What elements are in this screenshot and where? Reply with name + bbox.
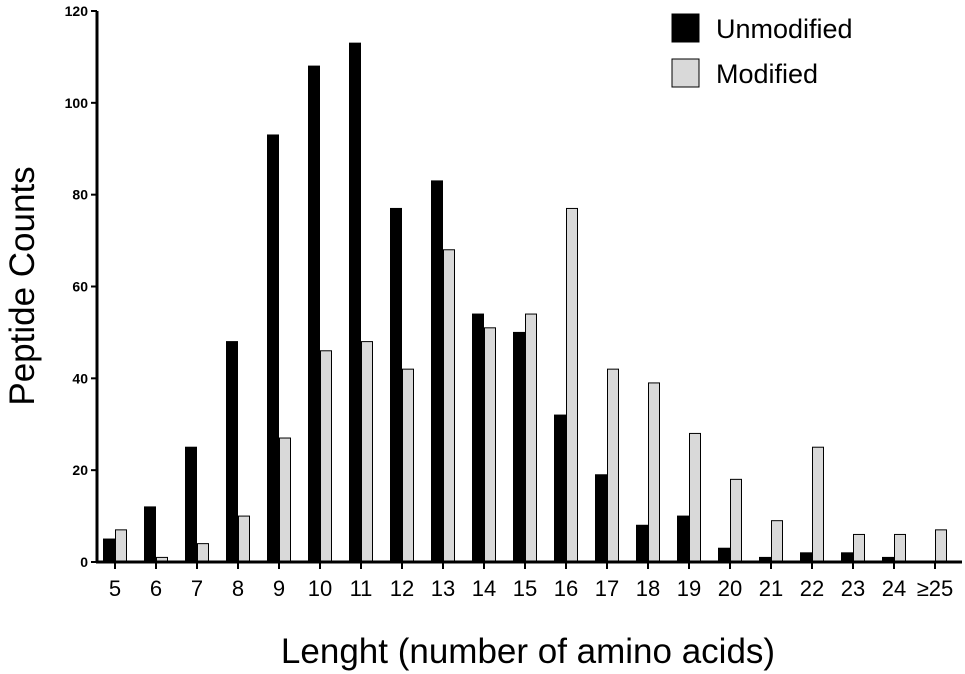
legend-label-unmodified: Unmodified — [716, 14, 853, 44]
bar-unmodified-6 — [349, 42, 361, 563]
bar-unmodified-15 — [718, 547, 730, 563]
bar-unmodified-13 — [636, 524, 648, 563]
bar-modified-3 — [238, 515, 250, 563]
x-tick-label: 9 — [273, 576, 285, 601]
legend-label-modified: Modified — [716, 59, 818, 89]
y-tick-label: 0 — [80, 554, 88, 570]
bar-unmodified-11 — [554, 414, 566, 563]
x-tick-label: 8 — [232, 576, 244, 601]
bar-modified-16 — [771, 520, 783, 563]
y-tick-label: 20 — [72, 462, 88, 478]
bar-unmodified-9 — [472, 313, 484, 563]
bar-unmodified-10 — [513, 331, 525, 563]
bar-unmodified-12 — [595, 474, 607, 563]
bar-modified-14 — [689, 432, 701, 563]
bar-unmodified-7 — [390, 207, 402, 563]
x-tick-label: 18 — [636, 576, 660, 601]
bar-modified-10 — [525, 313, 537, 563]
x-tick-label: 11 — [350, 576, 373, 601]
x-tick-label: 20 — [718, 576, 742, 601]
bar-modified-5 — [320, 350, 332, 563]
bar-unmodified-4 — [267, 134, 279, 563]
x-tick-label: 14 — [472, 576, 496, 601]
bar-modified-13 — [648, 382, 660, 563]
y-tick-label: 40 — [72, 370, 88, 386]
bar-modified-7 — [402, 368, 414, 563]
bar-modified-8 — [443, 249, 455, 563]
y-tick-label: 100 — [65, 95, 89, 111]
x-tick-label: 13 — [431, 576, 455, 601]
bar-unmodified-0 — [103, 538, 115, 563]
x-tick-label: 15 — [513, 576, 537, 601]
bar-modified-0 — [115, 529, 127, 563]
bar-modified-2 — [197, 543, 209, 563]
x-tick-label: 19 — [677, 576, 701, 601]
bar-modified-11 — [566, 207, 578, 563]
x-tick-label: 22 — [800, 576, 824, 601]
legend-swatch-unmodified — [671, 13, 700, 43]
bar-modified-18 — [853, 533, 865, 563]
x-tick-label: 17 — [595, 576, 619, 601]
bar-unmodified-8 — [431, 180, 443, 563]
x-axis-title: Lenght (number of amino acids) — [281, 632, 775, 671]
bar-modified-12 — [607, 368, 619, 563]
legend: Unmodified Modified — [671, 13, 853, 89]
y-ticks-group: 0 20 40 60 80 100 120 — [65, 3, 97, 570]
x-tick-label: 6 — [150, 576, 162, 601]
bars-group — [103, 42, 947, 563]
x-tick-label: 7 — [191, 576, 203, 601]
bar-modified-20 — [935, 529, 947, 563]
bar-unmodified-2 — [185, 446, 197, 563]
x-tick-label: 10 — [308, 576, 332, 601]
bar-modified-19 — [894, 533, 906, 563]
x-tick-label: 5 — [109, 576, 121, 601]
bar-modified-4 — [279, 437, 291, 563]
bar-unmodified-5 — [308, 65, 320, 563]
legend-swatch-modified — [671, 58, 700, 88]
x-tick-label: 23 — [841, 576, 865, 601]
y-tick-label: 80 — [72, 187, 88, 203]
y-tick-label: 60 — [72, 279, 88, 295]
bar-unmodified-14 — [677, 515, 689, 563]
y-tick-label: 120 — [65, 3, 89, 19]
x-tick-label: 24 — [882, 576, 906, 601]
x-tick-label: 12 — [390, 576, 414, 601]
bar-modified-17 — [812, 446, 824, 563]
bar-unmodified-3 — [226, 341, 238, 563]
x-ticks-group: 5 6 7 8 9 10 11 12 13 14 15 16 17 18 19 20 21 22 23 24 ≥25 — [109, 562, 953, 601]
x-tick-label: 16 — [554, 576, 578, 601]
y-axis-title: Peptide Counts — [3, 166, 42, 405]
bar-modified-15 — [730, 478, 742, 563]
bar-modified-9 — [484, 327, 496, 563]
x-tick-label: ≥25 — [917, 576, 954, 601]
bar-unmodified-1 — [144, 506, 156, 563]
bar-modified-6 — [361, 341, 373, 563]
x-tick-label: 21 — [759, 576, 783, 601]
